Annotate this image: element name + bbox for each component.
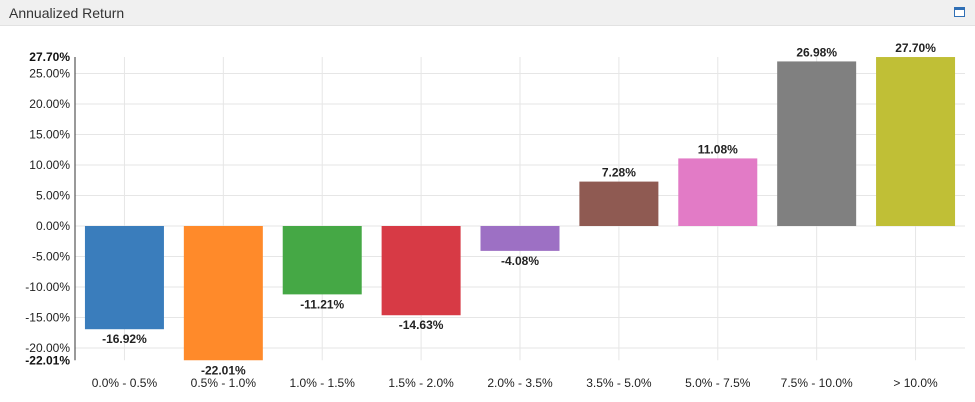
x-tick-label: 5.0% - 7.5% xyxy=(685,376,751,390)
x-tick-label: > 10.0% xyxy=(893,376,938,390)
bar-value-label: 27.70% xyxy=(895,41,936,55)
bar xyxy=(480,226,560,251)
bar-value-label: -4.08% xyxy=(501,254,539,268)
y-axis-max-label: 27.70% xyxy=(29,50,70,64)
y-tick-label: 25.00% xyxy=(29,67,70,81)
y-tick-label: -20.00% xyxy=(25,341,70,355)
bar xyxy=(579,181,659,226)
y-tick-label: 5.00% xyxy=(36,189,70,203)
x-tick-label: 3.5% - 5.0% xyxy=(586,376,652,390)
y-axis-min-label: -22.01% xyxy=(25,353,70,367)
x-tick-label: 2.0% - 3.5% xyxy=(487,376,553,390)
bar-value-label: 7.28% xyxy=(602,166,636,180)
bar xyxy=(777,61,857,227)
x-tick-label: 7.5% - 10.0% xyxy=(781,376,853,390)
bar xyxy=(876,57,956,226)
y-tick-label: 0.00% xyxy=(36,219,70,233)
bar-value-label: -22.01% xyxy=(201,363,246,377)
y-tick-label: 10.00% xyxy=(29,158,70,172)
x-tick-label: 1.0% - 1.5% xyxy=(290,376,356,390)
bar-value-label: -16.92% xyxy=(102,332,147,346)
bar-value-label: 11.08% xyxy=(698,142,738,156)
y-tick-label: 15.00% xyxy=(29,128,70,142)
bar xyxy=(678,158,758,226)
bar xyxy=(84,226,164,330)
bar xyxy=(183,226,263,361)
y-tick-label: -5.00% xyxy=(32,250,70,264)
panel-title: Annualized Return xyxy=(9,5,125,21)
y-tick-label: -10.00% xyxy=(25,280,70,294)
x-tick-label: 0.5% - 1.0% xyxy=(191,376,257,390)
x-tick-label: 0.0% - 0.5% xyxy=(92,376,158,390)
bar xyxy=(381,226,461,316)
bar xyxy=(282,226,362,295)
bar-value-label: -11.21% xyxy=(300,297,344,311)
y-tick-label: -15.00% xyxy=(25,311,70,325)
bar-value-label: -14.63% xyxy=(399,318,444,332)
panel-header: Annualized Return xyxy=(0,0,975,26)
bar-value-label: 26.98% xyxy=(796,45,837,59)
y-tick-label: 20.00% xyxy=(29,97,70,111)
window-maximize-icon[interactable] xyxy=(954,7,965,17)
x-tick-label: 1.5% - 2.0% xyxy=(388,376,454,390)
